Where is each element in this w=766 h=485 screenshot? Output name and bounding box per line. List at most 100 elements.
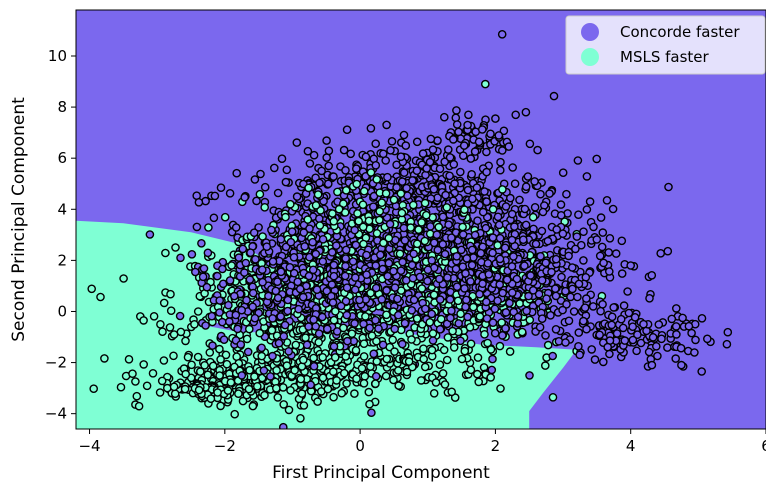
concorde-point [655,321,662,328]
y-axis: −4 −2 0 2 4 6 8 10 [45,47,76,423]
concorde-point [347,150,354,157]
concorde-point [231,293,238,300]
concorde-point [431,239,438,246]
msls-point [224,387,231,394]
concorde-point [274,278,281,285]
msls-point [407,224,414,231]
concorde-point [351,227,358,234]
concorde-point [606,235,613,242]
msls-point [182,386,189,393]
msls-point [358,365,365,372]
msls-point [282,214,289,221]
concorde-point [479,280,486,287]
concorde-point [343,312,350,319]
concorde-point [367,125,374,132]
msls-point [396,250,403,257]
x-tick-label: −2 [214,437,236,455]
concorde-point [295,306,302,313]
concorde-point [469,246,476,253]
msls-point [214,389,221,396]
concorde-point [499,332,506,339]
msls-point [420,345,427,352]
concorde-point [447,314,454,321]
msls-point [133,393,140,400]
concorde-point [521,262,528,269]
concorde-point [427,135,434,142]
concorde-point [596,331,603,338]
concorde-point [391,325,398,332]
concorde-point [464,187,471,194]
concorde-point [221,336,228,343]
concorde-point [320,236,327,243]
msls-point [360,340,367,347]
msls-point [129,370,136,377]
concorde-point [606,350,613,357]
concorde-point [474,217,481,224]
concorde-point [558,212,565,219]
msls-point [205,224,212,231]
concorde-point [613,250,620,257]
concorde-point [576,351,583,358]
msls-point [336,206,343,213]
concorde-point [627,262,634,269]
msls-point [195,308,202,315]
msls-point [315,191,322,198]
concorde-point [377,251,384,258]
msls-point [201,362,208,369]
concorde-point [442,251,449,258]
msls-point [315,339,322,346]
concorde-point [343,246,350,253]
msls-point [389,336,396,343]
msls-point [431,390,438,397]
concorde-point [263,243,270,250]
concorde-point [523,221,530,228]
concorde-point [542,259,549,266]
concorde-point [673,331,680,338]
concorde-point [352,241,359,248]
concorde-point [297,285,304,292]
concorde-point [691,349,698,356]
concorde-point [262,184,269,191]
concorde-point [673,305,680,312]
msls-point [441,381,448,388]
concorde-point [621,337,628,344]
concorde-point [494,297,501,304]
concorde-point [494,213,501,220]
concorde-point [258,344,265,351]
msls-point [441,346,448,353]
y-tick-label: 6 [57,149,67,167]
concorde-point [537,324,544,331]
concorde-point [508,263,515,270]
concorde-point [591,356,598,363]
concorde-point [657,250,664,257]
concorde-point [401,169,408,176]
concorde-point [571,308,578,315]
concorde-point [243,297,250,304]
concorde-point [233,224,240,231]
msls-point [300,402,307,409]
concorde-point [311,363,318,370]
concorde-point [497,167,504,174]
concorde-point [483,169,490,176]
concorde-point [227,190,234,197]
legend: Concorde faster MSLS faster [566,16,765,74]
msls-point [373,358,380,365]
msls-point [507,348,514,355]
concorde-point [542,332,549,339]
msls-point [343,380,350,387]
concorde-point [301,243,308,250]
concorde-point [583,206,590,213]
concorde-point [492,115,499,122]
concorde-point [400,131,407,138]
msls-point [423,212,430,219]
concorde-point [521,205,528,212]
concorde-point [287,239,294,246]
concorde-point [499,31,506,38]
msls-point [481,331,488,338]
concorde-point [565,252,572,259]
msls-point [140,317,147,324]
concorde-point [483,298,490,305]
concorde-point [433,231,440,238]
msls-point [172,390,179,397]
concorde-point [473,184,480,191]
